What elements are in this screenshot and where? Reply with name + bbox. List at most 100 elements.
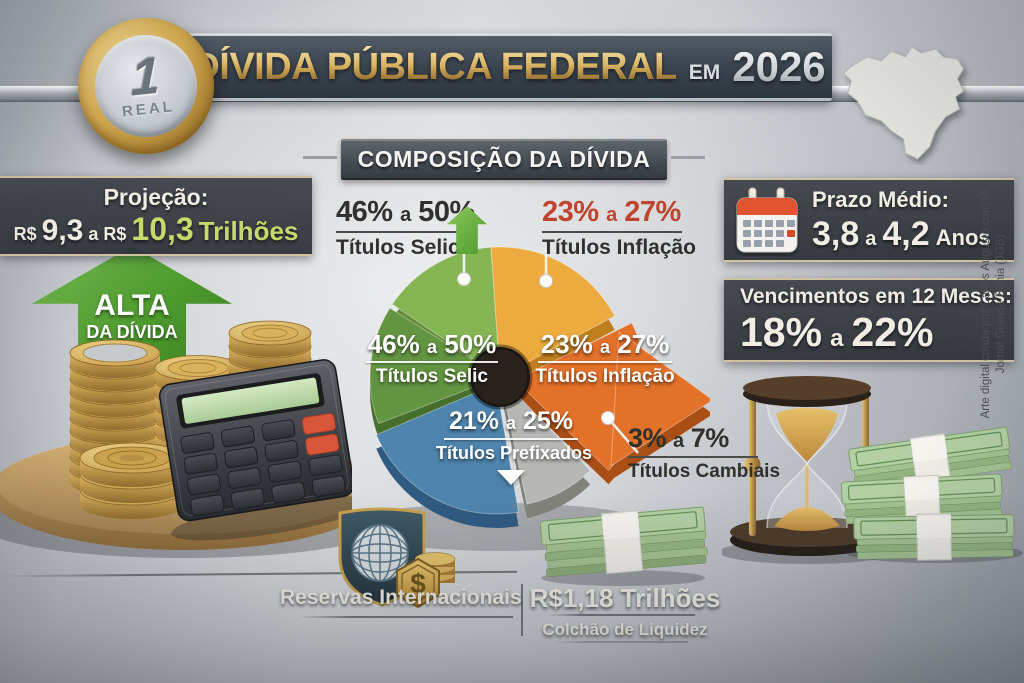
callout-selic: 46% a 50% Títulos Selic [336, 196, 475, 260]
brazil-map-icon [842, 46, 965, 160]
slice-inflacao-light [490, 246, 616, 378]
section-tick-left [303, 156, 337, 159]
coin-center: 1 REAL [89, 29, 203, 143]
dollar-hex-coin-icon: $ [396, 557, 440, 609]
projection-panel: Projeção: R$ 9,3 a R$ 10,3 Trilhões [0, 176, 312, 256]
section-tick-right [671, 156, 705, 159]
hourglass [722, 376, 895, 564]
pie-slices [369, 246, 710, 515]
money-bundle-center [539, 504, 710, 586]
rule [336, 230, 471, 233]
callout-dots [457, 272, 615, 425]
slice-selic-light [391, 246, 501, 378]
slice-inflacao-arrow [514, 322, 710, 472]
title-banner: DÍVIDA PÚBLICA FEDERAL EM 2026 [186, 33, 832, 101]
vencimentos-connector: a [830, 324, 844, 352]
coin-stack-mid [154, 355, 242, 497]
divider-line-reservas [298, 616, 513, 618]
divider-vertical [521, 584, 523, 636]
calculator-screen [181, 377, 320, 424]
onpie-selic: 46% a 50% Títulos Selic [358, 330, 506, 388]
selic-high: 50% [444, 329, 497, 359]
projection-high: 10,3 [131, 211, 194, 247]
credit-line2: Jornal Grande Bahia (JGB) [995, 234, 1007, 374]
coin-stack-right [228, 320, 312, 475]
selic-ext-low: 46% [336, 196, 393, 228]
rule [366, 360, 498, 363]
colchao-value: R$1,18 Trilhões [529, 583, 721, 613]
prefixados-high: 25% [522, 407, 573, 435]
callout-inflacao: 23% a 27% Títulos Inflação [542, 196, 697, 260]
reservas-shield-icon: $ [338, 507, 456, 609]
slice-prefixados [375, 383, 520, 515]
colchao-block: R$1,18 Trilhões Colchão de Liquidez [525, 584, 725, 640]
prazo-medio-panel: Prazo Médio: 3,8 a 4,2 Anos [724, 178, 1014, 262]
cambiais-name: Títulos Cambiais [628, 460, 781, 482]
rule [628, 455, 758, 458]
divider-line-colchao [547, 614, 695, 616]
inflacao-high: 27% [617, 329, 670, 359]
slice-selic-dark [369, 307, 502, 425]
rule [542, 230, 682, 233]
prazo-unit: Anos [935, 224, 991, 250]
prazo-connector: a [865, 227, 877, 250]
callout-cambiais: 3% a 7% Títulos Cambiais [628, 423, 781, 483]
vencimentos-low: 18% [740, 308, 823, 355]
coins-and-calculator [0, 320, 352, 558]
currency-high: R$ [103, 224, 127, 244]
coin-value: 1 [130, 46, 160, 108]
inflacao-ext-low: 23% [542, 196, 599, 228]
prazo-high: 4,2 [882, 214, 930, 253]
cambiais-high: 7% [690, 423, 730, 453]
inflacao-low: 23% [540, 329, 593, 359]
prefixados-name: Títulos Prefixados [436, 442, 593, 463]
title-em: EM [688, 61, 721, 84]
coin-stack-front [79, 442, 185, 520]
svg-text:$: $ [410, 568, 426, 599]
projection-value: R$ 9,3 a R$ 10,3 Trilhões [14, 211, 299, 248]
onpie-inflacao: 23% a 27% Títulos Inflação [530, 330, 680, 388]
divider-line-colchao2 [553, 641, 688, 643]
money-stacks-right [840, 424, 1023, 563]
onpie-prefixados: 21% a 25% Títulos Prefixados [436, 407, 593, 485]
cambiais-sep: a [673, 430, 684, 452]
credit-text: Arte digital criada por Carlos Augusto c… [979, 134, 1009, 474]
prazo-low: 3,8 [812, 214, 860, 253]
inflacao-ext-sep: a [606, 204, 617, 226]
selic-sep: a [426, 337, 437, 357]
projection-connector: a [88, 224, 99, 244]
vencimentos-title: Vencimentos em 12 Meses: [740, 284, 1012, 308]
calendar-icon [736, 187, 798, 253]
section-title: COMPOSIÇÃO DA DÍVIDA [341, 139, 667, 180]
vencimentos-panel: Vencimentos em 12 Meses: 18% a 22% [724, 278, 1014, 362]
inflacao-ext-name: Títulos Inflação [542, 235, 697, 259]
calculator-keys [180, 412, 346, 517]
projection-unit: Trilhões [198, 216, 299, 246]
cambiais-low: 3% [628, 423, 667, 453]
currency-low: R$ [13, 224, 37, 244]
coin-stack-left [69, 339, 161, 496]
credit-line1: Arte digital criada por Carlos Augusto c… [980, 189, 993, 419]
prazo-title: Prazo Médio: [812, 186, 949, 212]
calculator [158, 359, 352, 541]
alta-line1: ALTA [94, 289, 170, 322]
title-year: 2026 [732, 43, 826, 90]
selic-low: 46% [367, 329, 420, 359]
inflacao-name: Títulos Inflação [535, 365, 675, 387]
selic-ext-sep: a [400, 204, 411, 226]
reservas-label: Reservas Internacionais [280, 586, 522, 609]
rule [538, 360, 672, 363]
prefixados-low: 21% [448, 407, 500, 435]
down-arrow-icon [497, 469, 525, 485]
colchao-label: Colchão de Liquidez [542, 619, 708, 639]
selic-name: Títulos Selic [376, 365, 488, 387]
rule [444, 437, 578, 440]
prefixados-sep: a [505, 413, 516, 433]
selic-ext-name: Títulos Selic [336, 235, 460, 259]
projection-low: 9,3 [41, 214, 84, 247]
page-title: DÍVIDA PÚBLICA FEDERAL [192, 45, 677, 88]
inflacao-ext-high: 27% [624, 196, 681, 228]
alta-line2: DA DÍVIDA [86, 321, 178, 342]
inflacao-sep: a [599, 337, 610, 357]
